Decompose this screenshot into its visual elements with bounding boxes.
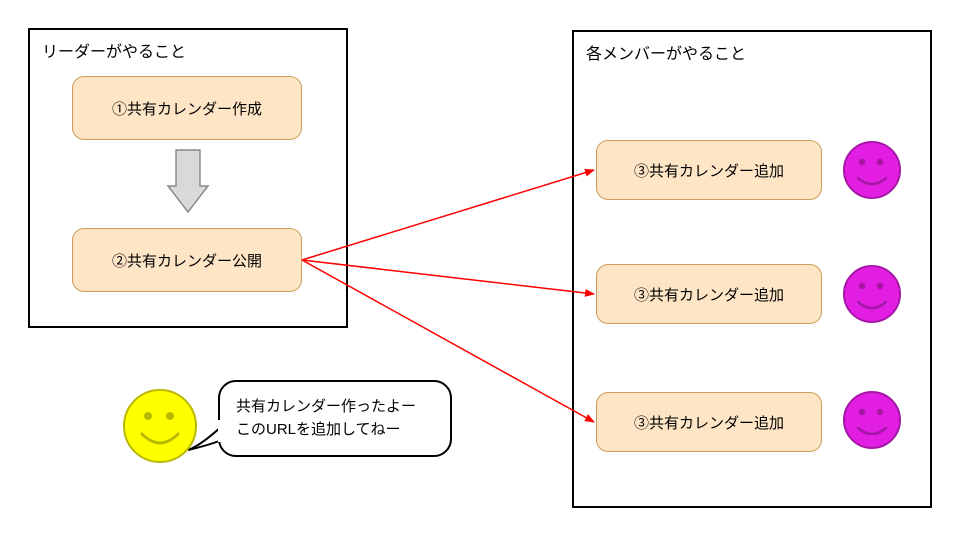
speech-bubble: 共有カレンダー作ったよー このURLを追加してねー — [218, 380, 452, 457]
member-panel-title: 各メンバーがやること — [586, 40, 746, 64]
step-3a-box: ③共有カレンダー追加 — [596, 140, 822, 200]
step-3a-label: ③共有カレンダー追加 — [634, 160, 784, 181]
step-3b-label: ③共有カレンダー追加 — [634, 284, 784, 305]
leader-face-icon — [124, 390, 196, 462]
leader-panel-title: リーダーがやること — [42, 38, 186, 62]
step-1-box: ①共有カレンダー作成 — [72, 76, 302, 140]
step-2-box: ②共有カレンダー公開 — [72, 228, 302, 292]
step-3c-box: ③共有カレンダー追加 — [596, 392, 822, 452]
step-3c-label: ③共有カレンダー追加 — [634, 412, 784, 433]
step-1-label: ①共有カレンダー作成 — [112, 98, 262, 119]
step-3b-box: ③共有カレンダー追加 — [596, 264, 822, 324]
speech-line2: このURLを追加してねー — [236, 419, 434, 442]
step-2-label: ②共有カレンダー公開 — [112, 250, 262, 271]
speech-line1: 共有カレンダー作ったよー — [236, 396, 434, 419]
